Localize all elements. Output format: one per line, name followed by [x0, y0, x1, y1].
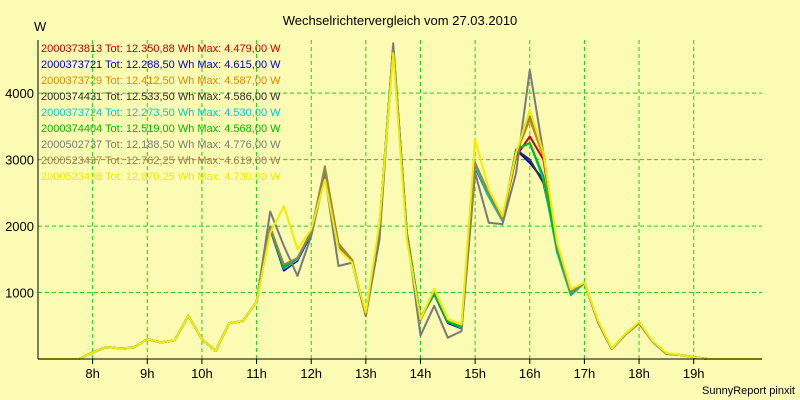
grid [38, 40, 762, 359]
x-tick-label: 11h [246, 366, 267, 381]
footer-credit: SunnyReport pinxit [702, 385, 795, 397]
legend: 2000373813 Tot: 12.350,88 Wh Max: 4.479,… [41, 43, 281, 183]
legend-entry-2000523437: 2000523437 Tot: 12.762,25 Wh Max: 4.619,… [41, 155, 281, 167]
x-tick-label: 18h [628, 366, 650, 381]
series-line-2000523438 [38, 52, 762, 360]
chart-title: Wechselrichtervergleich vom 27.03.2010 [283, 13, 518, 28]
plot-area [38, 40, 762, 359]
legend-entry-2000373724: 2000373724 Tot: 12.273,50 Wh Max: 4.530,… [41, 107, 281, 119]
legend-entry-2000523438: 2000523438 Tot: 12.870,25 Wh Max: 4.730,… [41, 171, 281, 183]
x-tick-label: 19h [683, 366, 705, 381]
x-tick-label: 14h [410, 366, 432, 381]
y-axis-unit: W [34, 19, 47, 34]
legend-entry-2000373813: 2000373813 Tot: 12.350,88 Wh Max: 4.479,… [41, 43, 281, 55]
y-tick-label: 3000 [5, 153, 34, 168]
x-tick-label: 15h [464, 366, 486, 381]
legend-entry-2000374404: 2000374404 Tot: 12.519,00 Wh Max: 4.568,… [41, 123, 281, 135]
x-tick-label: 13h [355, 366, 377, 381]
y-tick-label: 1000 [5, 286, 34, 301]
series-lines [38, 42, 762, 360]
x-tick-label: 8h [85, 366, 99, 381]
x-tick-label: 16h [519, 366, 541, 381]
legend-entry-2000373729: 2000373729 Tot: 12.412,50 Wh Max: 4.587,… [41, 75, 281, 87]
axes [37, 40, 762, 360]
x-tick-label: 12h [300, 366, 322, 381]
legend-entry-2000374431: 2000374431 Tot: 12.533,50 Wh Max: 4.586,… [41, 91, 281, 103]
y-tick-label: 2000 [5, 219, 34, 234]
x-tick-label: 17h [574, 366, 596, 381]
plot-background [38, 40, 762, 359]
x-tick-label: 9h [140, 366, 154, 381]
legend-entry-2000502737: 2000502737 Tot: 12.188,50 Wh Max: 4.776,… [41, 139, 281, 151]
legend-entry-2000373721: 2000373721 Tot: 12.288,50 Wh Max: 4.615,… [41, 59, 281, 71]
y-tick-label: 4000 [5, 86, 34, 101]
tick-labels: 8h 9h 10h 11h 12h 13h 14h 15h 16h 17h 18h 19h 1000 20… [5, 86, 704, 381]
x-tick-label: 10h [191, 366, 213, 381]
